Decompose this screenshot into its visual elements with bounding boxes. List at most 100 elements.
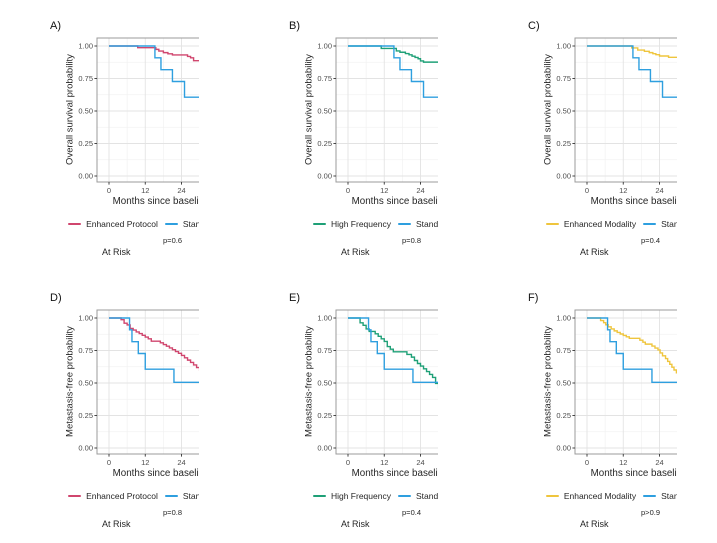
legend-line-swatch xyxy=(545,494,559,497)
x-tick-label: 0 xyxy=(585,458,589,467)
p-value-label: p=0.4 xyxy=(402,507,421,517)
y-tick-label: 0.50 xyxy=(556,107,571,116)
legend-label: Enhanced Modality xyxy=(563,490,637,501)
at-risk-title: At Risk xyxy=(102,518,131,528)
plot-border xyxy=(335,37,438,183)
y-tick-label: 0.00 xyxy=(317,443,332,452)
legend-line-swatch xyxy=(545,223,559,225)
legend-label: Standard Protocol xyxy=(661,219,677,229)
km-curve xyxy=(587,316,677,374)
y-tick-label: 0.25 xyxy=(317,139,332,148)
legend-item: Enhanced Modality xyxy=(545,219,637,229)
legend-item: Standard Protocol xyxy=(397,490,438,501)
legend-item: Standard Protocol xyxy=(164,219,199,229)
y-tick-label: 0.75 xyxy=(556,74,571,83)
panel-letter: D) xyxy=(50,291,62,304)
legend-label: Enhanced Modality xyxy=(563,219,637,229)
y-tick-label: 1.00 xyxy=(78,313,93,322)
legend-line-swatch xyxy=(643,223,657,225)
km-curve xyxy=(587,45,677,98)
km-curve xyxy=(109,316,199,371)
legend-item: Enhanced Protocol xyxy=(68,219,158,229)
legend-label: Enhanced Protocol xyxy=(86,490,158,501)
panel-letter: B) xyxy=(289,20,300,32)
legend-line-swatch xyxy=(68,494,82,497)
panel-letter: E) xyxy=(289,291,300,304)
legend-label: Standard Protocol xyxy=(182,219,199,229)
at-risk-title: At Risk xyxy=(580,247,609,256)
y-tick-label: 0.00 xyxy=(317,172,332,181)
legend-line-swatch xyxy=(397,494,411,497)
plot-border xyxy=(574,37,677,183)
y-tick-label: 0.25 xyxy=(556,139,571,148)
legend-line-swatch xyxy=(312,494,326,497)
y-tick-label: 0.75 xyxy=(78,74,93,83)
p-value-label: p=0.8 xyxy=(163,507,182,517)
y-tick-label: 1.00 xyxy=(556,42,571,51)
x-axis-title: Months since baseline systemic xyxy=(112,467,199,479)
y-tick-label: 0.75 xyxy=(78,346,93,355)
y-tick-label: 0.00 xyxy=(78,172,93,181)
panel-e: E) Metastasis-free probability 0 12 24 36 48… xyxy=(279,288,438,527)
km-curve xyxy=(587,45,677,59)
x-tick-label: 12 xyxy=(380,458,388,467)
y-tick-label: 0.50 xyxy=(556,378,571,387)
x-tick-label: 24 xyxy=(177,186,185,195)
x-tick-label: 12 xyxy=(141,458,149,467)
legend-line-swatch xyxy=(397,223,411,225)
y-tick-label: 1.00 xyxy=(317,313,332,322)
x-tick-label: 0 xyxy=(346,186,350,195)
x-axis-title: Months since baseline systemic xyxy=(590,196,677,207)
x-tick-label: 0 xyxy=(585,186,589,195)
legend-label: High Frequency xyxy=(330,490,391,501)
legend-label: Standard Protocol xyxy=(415,490,438,501)
panel-letter: F) xyxy=(528,291,539,304)
legend-line-swatch xyxy=(164,223,178,225)
x-tick-label: 24 xyxy=(655,186,663,195)
km-curve xyxy=(109,45,199,98)
legend-item: Standard Protocol xyxy=(164,491,199,501)
legend-label: Standard Protocol xyxy=(415,219,438,229)
km-curve xyxy=(348,45,438,98)
legend-line-swatch xyxy=(643,494,657,497)
y-tick-label: 1.00 xyxy=(556,313,571,322)
y-axis-title: Overall survival probability xyxy=(542,54,554,165)
legend: High Frequency Standard Protocol xyxy=(279,491,438,501)
km-curve xyxy=(109,45,199,62)
x-tick-label: 0 xyxy=(107,186,111,195)
x-tick-label: 24 xyxy=(416,458,424,467)
legend-label: High Frequency xyxy=(330,219,391,229)
p-value-label: p=0.8 xyxy=(402,236,421,245)
y-axis-title: Overall survival probability xyxy=(64,54,76,165)
p-value-label: p>0.9 xyxy=(641,507,660,517)
legend: Enhanced Modality Standard Protocol xyxy=(518,491,677,501)
y-tick-label: 0.00 xyxy=(556,172,571,181)
y-tick-label: 0.75 xyxy=(317,74,332,83)
km-curve xyxy=(348,316,438,383)
y-axis-title: Metastasis-free probability xyxy=(542,325,554,437)
x-axis-title: Months since baseline systemic xyxy=(351,467,438,479)
legend: Enhanced Modality Standard Protocol xyxy=(518,219,677,229)
y-tick-label: 0.75 xyxy=(317,346,332,355)
y-tick-label: 1.00 xyxy=(78,42,93,51)
panel-letter: A) xyxy=(50,20,61,32)
legend: Enhanced Protocol Standard Protocol xyxy=(40,491,199,501)
y-axis-title: Metastasis-free probability xyxy=(64,325,76,437)
x-tick-label: 12 xyxy=(619,458,627,467)
legend-item: Enhanced Modality xyxy=(545,490,637,501)
panel-c: C) Overall survival probability 01224364… xyxy=(518,16,677,256)
km-curve xyxy=(109,316,199,383)
legend-line-swatch xyxy=(164,494,178,497)
y-tick-label: 0.50 xyxy=(317,107,332,116)
y-tick-label: 0.00 xyxy=(78,443,93,452)
km-curve xyxy=(348,45,438,63)
p-value-label: p=0.4 xyxy=(641,236,660,245)
x-tick-label: 0 xyxy=(346,458,350,467)
x-tick-label: 24 xyxy=(655,458,663,467)
panel-b: B) Overall survival probability 0 12 24 36 4… xyxy=(279,16,438,256)
